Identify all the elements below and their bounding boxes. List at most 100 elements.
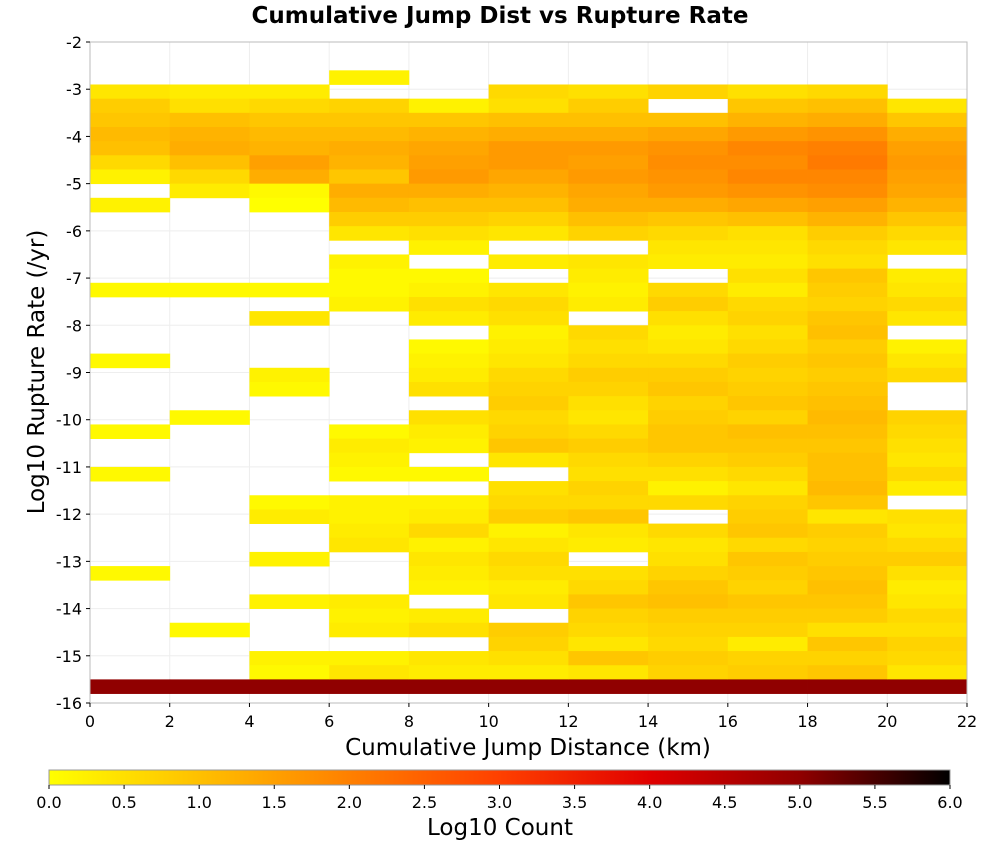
- heatmap-cell: [568, 580, 649, 595]
- heatmap-cell: [648, 495, 729, 510]
- x-tick-label: 18: [797, 712, 817, 731]
- heatmap-cell: [807, 325, 888, 340]
- heatmap-cell: [887, 466, 968, 482]
- heatmap-cell: [408, 169, 490, 185]
- heatmap-cell: [408, 197, 490, 213]
- heatmap-cell: [488, 580, 569, 595]
- heatmap-cell: [648, 438, 729, 454]
- colorbar-tick-label: 1.0: [186, 793, 211, 812]
- heatmap-cell: [408, 424, 490, 439]
- heatmap-cell: [727, 665, 808, 680]
- heatmap-cell: [807, 296, 888, 312]
- heatmap-cell: [727, 566, 808, 581]
- heatmap-cell: [807, 381, 888, 397]
- heatmap-cell: [807, 466, 888, 482]
- heatmap-cell: [887, 197, 968, 213]
- heatmap-cell: [329, 98, 410, 114]
- heatmap-cell: [648, 580, 729, 595]
- heatmap-cell: [329, 651, 410, 666]
- heatmap-cell: [887, 537, 968, 553]
- heatmap-cell: [488, 551, 569, 567]
- heatmap-cell: [807, 523, 888, 539]
- heatmap-cell: [408, 381, 490, 397]
- y-tick-label: -5: [66, 175, 82, 194]
- heatmap-cell: [727, 523, 808, 539]
- heatmap-cell: [408, 665, 490, 680]
- heatmap-cell: [807, 424, 888, 439]
- heatmap-cell: [249, 112, 330, 128]
- heatmap-cell: [408, 551, 490, 567]
- heatmap-cell: [488, 594, 569, 609]
- heatmap-cell: [887, 438, 968, 454]
- heatmap-cell: [329, 608, 410, 624]
- heatmap-cell: [568, 98, 649, 114]
- heatmap-cell: [90, 126, 171, 142]
- heatmap-cell: [90, 679, 171, 694]
- heatmap-cell: [408, 651, 490, 666]
- heatmap-cell: [648, 523, 729, 539]
- heatmap-cell: [90, 197, 171, 213]
- colorbar-tick-label: 5.0: [787, 793, 812, 812]
- heatmap-cell: [727, 226, 808, 241]
- heatmap-cell: [90, 466, 171, 482]
- heatmap-cell: [488, 381, 569, 397]
- x-axis-label: Cumulative Jump Distance (km): [345, 735, 711, 761]
- heatmap-cell: [568, 211, 649, 227]
- colorbar-tick-label: 3.5: [562, 793, 587, 812]
- heatmap-cell: [648, 339, 729, 355]
- heatmap-cell: [568, 226, 649, 241]
- heatmap-cell: [807, 679, 888, 694]
- heatmap-cell: [568, 353, 649, 369]
- heatmap-cell: [648, 240, 729, 255]
- heatmap-cell: [807, 311, 888, 326]
- heatmap-cell: [568, 396, 649, 411]
- heatmap-cell: [807, 226, 888, 241]
- heatmap-cell: [727, 594, 808, 609]
- heatmap-cell: [329, 268, 410, 284]
- colorbar-tick-label: 1.5: [262, 793, 287, 812]
- heatmap-cell: [727, 126, 808, 142]
- heatmap-cell: [807, 141, 888, 156]
- heatmap-cell: [887, 594, 968, 609]
- heatmap-cell: [648, 424, 729, 439]
- heatmap-cell: [568, 339, 649, 355]
- heatmap-cell: [807, 396, 888, 411]
- heatmap-cell: [568, 665, 649, 680]
- heatmap-cell: [249, 509, 330, 524]
- heatmap-cell: [568, 594, 649, 609]
- heatmap-cell: [329, 537, 410, 553]
- heatmap-cell: [329, 112, 410, 128]
- heatmap-cell: [488, 566, 569, 581]
- heatmap-cell: [648, 126, 729, 142]
- heatmap-cell: [727, 679, 808, 694]
- heatmap-cell: [648, 396, 729, 411]
- heatmap-cell: [648, 452, 729, 468]
- heatmap-cell: [887, 169, 968, 185]
- x-tick-label: 12: [558, 712, 578, 731]
- heatmap-cell: [807, 183, 888, 199]
- heatmap-cell: [727, 396, 808, 411]
- y-tick-label: -6: [66, 222, 82, 241]
- heatmap-cell: [568, 367, 649, 383]
- heatmap-cell: [727, 353, 808, 369]
- heatmap-cell: [887, 580, 968, 595]
- heatmap-cell: [329, 70, 410, 85]
- heatmap-cell: [568, 410, 649, 425]
- heatmap-cell: [249, 98, 330, 114]
- heatmap-cell: [408, 211, 490, 227]
- heatmap-cell: [329, 296, 410, 312]
- heatmap-cell: [408, 296, 490, 312]
- heatmap-cell: [488, 537, 569, 553]
- heatmap-cell: [727, 282, 808, 298]
- heatmap-cell: [887, 651, 968, 666]
- colorbar-tick-label: 6.0: [937, 793, 962, 812]
- heatmap-cell: [807, 551, 888, 567]
- heatmap-cell: [727, 367, 808, 383]
- heatmap-cell: [727, 580, 808, 595]
- y-tick-label: -14: [56, 600, 82, 619]
- heatmap-cell: [408, 410, 490, 425]
- y-tick-label: -13: [56, 552, 82, 571]
- heatmap-cell: [408, 311, 490, 326]
- heatmap-cell: [329, 141, 410, 156]
- heatmap-cell: [568, 325, 649, 340]
